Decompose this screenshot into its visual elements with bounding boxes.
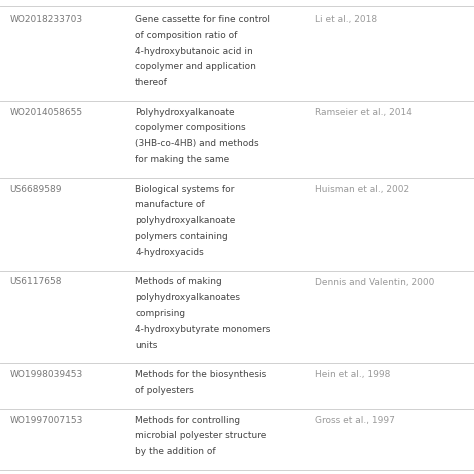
Text: Methods of making: Methods of making — [135, 277, 222, 286]
Text: US6689589: US6689589 — [9, 185, 62, 194]
Text: manufacture of: manufacture of — [135, 201, 205, 210]
Text: for making the same: for making the same — [135, 155, 229, 164]
Text: Methods for the biosynthesis: Methods for the biosynthesis — [135, 370, 266, 379]
Text: of polyesters: of polyesters — [135, 386, 194, 395]
Text: of composition ratio of: of composition ratio of — [135, 31, 237, 40]
Text: Polyhydroxyalkanoate: Polyhydroxyalkanoate — [135, 108, 235, 117]
Text: comprising: comprising — [135, 309, 185, 318]
Text: polyhydroxyalkanoates: polyhydroxyalkanoates — [135, 293, 240, 302]
Text: thereof: thereof — [135, 78, 168, 87]
Text: Gross et al., 1997: Gross et al., 1997 — [315, 416, 395, 425]
Text: microbial polyester structure: microbial polyester structure — [135, 431, 266, 440]
Text: US6117658: US6117658 — [9, 277, 62, 286]
Text: 4-hydroxyacids: 4-hydroxyacids — [135, 248, 204, 257]
Text: Hein et al., 1998: Hein et al., 1998 — [315, 370, 391, 379]
Text: Methods for controlling: Methods for controlling — [135, 416, 240, 425]
Text: (3HB-co-4HB) and methods: (3HB-co-4HB) and methods — [135, 139, 259, 148]
Text: WO2018233703: WO2018233703 — [9, 15, 82, 24]
Text: polymers containing: polymers containing — [135, 232, 228, 241]
Text: 4-hydroxybutyrate monomers: 4-hydroxybutyrate monomers — [135, 325, 271, 334]
Text: by the addition of: by the addition of — [135, 447, 216, 456]
Text: WO1998039453: WO1998039453 — [9, 370, 83, 379]
Text: copolymer compositions: copolymer compositions — [135, 124, 246, 133]
Text: Dennis and Valentin, 2000: Dennis and Valentin, 2000 — [315, 277, 435, 286]
Text: WO1997007153: WO1997007153 — [9, 416, 83, 425]
Text: polyhydroxyalkanoate: polyhydroxyalkanoate — [135, 216, 236, 225]
Text: Biological systems for: Biological systems for — [135, 185, 235, 194]
Text: 4-hydroxybutanoic acid in: 4-hydroxybutanoic acid in — [135, 46, 253, 55]
Text: Huisman et al., 2002: Huisman et al., 2002 — [315, 185, 410, 194]
Text: copolymer and application: copolymer and application — [135, 62, 256, 71]
Text: units: units — [135, 340, 157, 349]
Text: Li et al., 2018: Li et al., 2018 — [315, 15, 377, 24]
Text: WO2014058655: WO2014058655 — [9, 108, 82, 117]
Text: Ramseier et al., 2014: Ramseier et al., 2014 — [315, 108, 412, 117]
Text: Gene cassette for fine control: Gene cassette for fine control — [135, 15, 270, 24]
